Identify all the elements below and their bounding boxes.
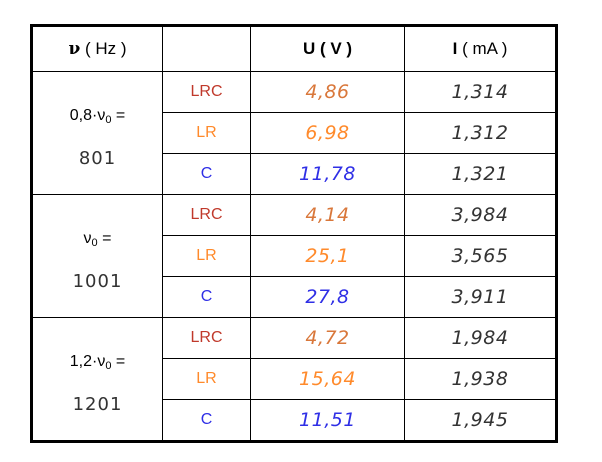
- table-row: C 11,51 1,945: [32, 399, 557, 442]
- current-value: 3,911: [404, 276, 557, 318]
- circuit-label: LRC: [162, 317, 251, 359]
- frequency-value: 1201: [72, 394, 123, 415]
- voltage-value: 27,8: [250, 276, 405, 318]
- frequency-cell: 1,2·ν0 = 1201: [31, 317, 163, 442]
- table-row: C 11,78 1,321: [32, 153, 557, 195]
- voltage-value: 15,64: [250, 358, 405, 400]
- header-current: I ( mA ): [404, 25, 557, 72]
- voltage-value: 6,98: [250, 112, 405, 154]
- frequency-value: 801: [78, 148, 117, 169]
- circuit-label: LR: [162, 235, 251, 277]
- current-value: 1,312: [404, 112, 557, 154]
- current-value: 1,984: [404, 317, 557, 359]
- circuit-label: LR: [162, 358, 251, 400]
- voltage-value: 4,14: [250, 194, 405, 236]
- header-frequency: ν ( Hz ): [31, 25, 163, 72]
- header-i-symbol: I: [452, 39, 458, 58]
- frequency-value: 1001: [72, 271, 123, 292]
- current-value: 1,314: [404, 71, 557, 113]
- voltage-value: 4,86: [250, 71, 405, 113]
- header-row: ν ( Hz ) U ( V ) I ( mA ): [31, 25, 557, 72]
- frequency-label: ν0 =: [83, 230, 112, 249]
- current-value: 1,938: [404, 358, 557, 400]
- table-row: LR 15,64 1,938: [32, 358, 557, 400]
- circuit-label: LR: [162, 112, 251, 154]
- table-row: LR 6,98 1,312: [32, 112, 557, 154]
- frequency-label: 0,8·ν0 =: [69, 107, 126, 126]
- circuit-label: LRC: [162, 194, 251, 236]
- frequency-cell: ν0 = 1001: [31, 194, 163, 318]
- header-u-unit: ( V ): [319, 39, 353, 58]
- header-nu-unit: ( Hz ): [84, 39, 127, 58]
- header-i-unit: ( mA ): [462, 39, 508, 58]
- circuit-label: C: [162, 153, 251, 195]
- current-value: 1,945: [404, 399, 557, 442]
- table-row: ν0 = 1001 LRC 4,14 3,984: [31, 194, 557, 318]
- header-voltage: U ( V ): [250, 25, 405, 72]
- voltage-value: 25,1: [250, 235, 405, 277]
- current-value: 3,984: [404, 194, 557, 236]
- header-u-symbol: U: [302, 39, 316, 58]
- circuit-label: C: [162, 276, 251, 318]
- table-row: LR 25,1 3,565: [32, 235, 557, 277]
- circuit-label: LRC: [162, 71, 251, 113]
- header-nu-symbol: ν: [68, 39, 81, 59]
- frequency-cell: 0,8·ν0 = 801: [31, 71, 163, 195]
- current-value: 1,321: [404, 153, 557, 195]
- measurement-table: ν ( Hz ) U ( V ) I ( mA ) 0,8·ν0 = 801 L…: [30, 24, 558, 443]
- table-row: 1,2·ν0 = 1201 LRC 4,72 1,984: [31, 317, 557, 442]
- voltage-value: 11,78: [250, 153, 405, 195]
- frequency-label: 1,2·ν0 =: [69, 353, 126, 372]
- current-value: 3,565: [404, 235, 557, 277]
- table-row: C 27,8 3,911: [32, 276, 557, 318]
- header-circuit: [162, 25, 251, 72]
- table-row: 0,8·ν0 = 801 LRC 4,86 1,314: [31, 71, 557, 195]
- circuit-label: C: [162, 399, 251, 442]
- voltage-value: 11,51: [250, 399, 405, 442]
- voltage-value: 4,72: [250, 317, 405, 359]
